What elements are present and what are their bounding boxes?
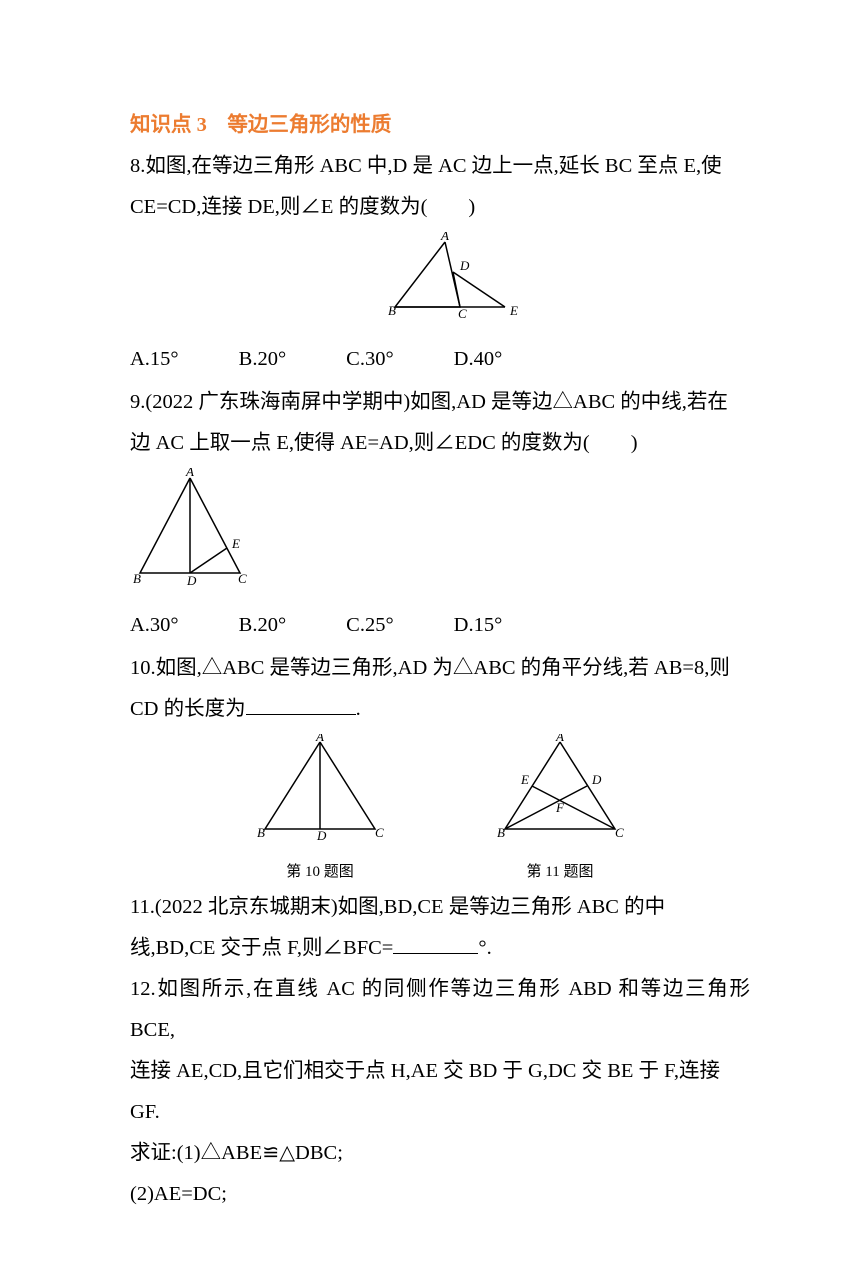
svg-text:D: D bbox=[591, 772, 602, 787]
q8-opt-d: D.40° bbox=[454, 339, 503, 380]
q12-l3: GF. bbox=[130, 1092, 750, 1133]
q9-options: A.30° B.20° C.25° D.15° bbox=[130, 605, 750, 646]
svg-text:C: C bbox=[458, 306, 467, 321]
q8-figure: A B C E D bbox=[130, 232, 750, 337]
q9-figure: A B D C E bbox=[130, 468, 750, 603]
q8-opt-a: A.15° bbox=[130, 339, 179, 380]
svg-text:E: E bbox=[231, 536, 240, 551]
q9-line1: 9.(2022 广东珠海南屏中学期中)如图,AD 是等边△ABC 的中线,若在 bbox=[130, 382, 750, 423]
svg-text:A: A bbox=[555, 734, 564, 744]
svg-text:F: F bbox=[555, 800, 565, 815]
q12-l5: (2)AE=DC; bbox=[130, 1174, 750, 1215]
q8-opt-b: B.20° bbox=[239, 339, 287, 380]
svg-text:D: D bbox=[316, 828, 327, 843]
q9-opt-b: B.20° bbox=[239, 605, 287, 646]
svg-text:B: B bbox=[497, 825, 505, 840]
svg-text:B: B bbox=[257, 825, 265, 840]
q11-caption: 第 11 题图 bbox=[485, 857, 635, 887]
q9-opt-c: C.25° bbox=[346, 605, 394, 646]
q9-opt-d: D.15° bbox=[454, 605, 503, 646]
q10-blank bbox=[246, 694, 356, 716]
svg-text:B: B bbox=[133, 571, 141, 586]
q11-line1: 11.(2022 北京东城期末)如图,BD,CE 是等边三角形 ABC 的中 bbox=[130, 887, 750, 928]
svg-text:D: D bbox=[459, 258, 470, 273]
svg-text:D: D bbox=[186, 573, 197, 588]
svg-text:B: B bbox=[388, 303, 396, 318]
section-title: 知识点 3 等边三角形的性质 bbox=[130, 105, 750, 146]
q11-figure: A B C E D F 第 11 题图 bbox=[485, 734, 635, 887]
q10-line2b: . bbox=[356, 698, 361, 720]
q8-options: A.15° B.20° C.30° D.40° bbox=[130, 339, 750, 380]
q10-figure: A B D C 第 10 题图 bbox=[245, 734, 395, 887]
svg-text:A: A bbox=[185, 468, 194, 479]
q10-caption: 第 10 题图 bbox=[245, 857, 395, 887]
q10-line1: 10.如图,△ABC 是等边三角形,AD 为△ABC 的角平分线,若 AB=8,… bbox=[130, 648, 750, 689]
svg-text:A: A bbox=[315, 734, 324, 744]
q12-l2: 连接 AE,CD,且它们相交于点 H,AE 交 BD 于 G,DC 交 BE 于… bbox=[130, 1051, 750, 1092]
q12-l1: 12.如图所示,在直线 AC 的同侧作等边三角形 ABD 和等边三角形 BCE, bbox=[130, 969, 750, 1051]
svg-text:E: E bbox=[520, 772, 529, 787]
q8-opt-c: C.30° bbox=[346, 339, 394, 380]
q11-line2b: °. bbox=[478, 937, 491, 959]
q8-line2: CE=CD,连接 DE,则∠E 的度数为( ) bbox=[130, 187, 750, 228]
svg-text:C: C bbox=[375, 825, 384, 840]
q12-l4: 求证:(1)△ABE≌△DBC; bbox=[130, 1133, 750, 1174]
q10-line2a: CD 的长度为 bbox=[130, 698, 246, 720]
q11-blank bbox=[393, 933, 478, 955]
svg-text:C: C bbox=[615, 825, 624, 840]
svg-text:E: E bbox=[509, 303, 518, 318]
svg-text:A: A bbox=[440, 232, 449, 243]
q9-opt-a: A.30° bbox=[130, 605, 179, 646]
q8-line1: 8.如图,在等边三角形 ABC 中,D 是 AC 边上一点,延长 BC 至点 E… bbox=[130, 146, 750, 187]
q9-line2: 边 AC 上取一点 E,使得 AE=AD,则∠EDC 的度数为( ) bbox=[130, 423, 750, 464]
svg-text:C: C bbox=[238, 571, 247, 586]
q11-line2a: 线,BD,CE 交于点 F,则∠BFC= bbox=[130, 937, 393, 959]
